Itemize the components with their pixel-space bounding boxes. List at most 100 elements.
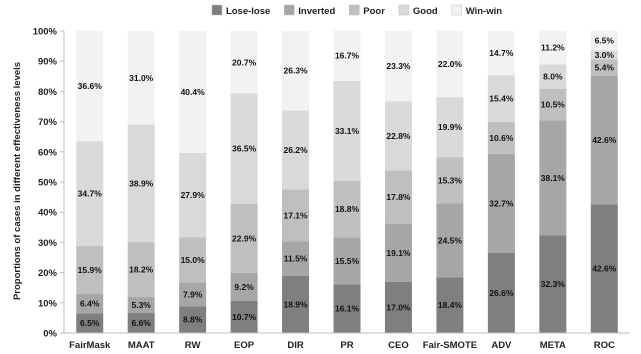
y-axis: 0% 10% 20% 30% 40% 50% 60% 70% 80% 90% 100%: [33, 27, 65, 340]
bar-segment-adv-poor: [487, 121, 515, 154]
data-label-ceo-inverted: 19.1%: [386, 248, 411, 258]
bar-segment-adv-lose-lose: [487, 252, 515, 333]
data-label-fairmask-win-win: 36.6%: [78, 81, 103, 91]
bar-segment-rw-inverted: [179, 282, 207, 307]
bar-segment-maat-win-win: [127, 31, 155, 125]
legend-label-good: Good: [413, 6, 438, 17]
x-tick-label-dir: DIR: [287, 340, 304, 351]
bar-segment-ceo-lose-lose: [384, 281, 412, 333]
bar-segment-rw-win-win: [179, 31, 207, 154]
legend-label-poor: Poor: [363, 6, 385, 17]
bar-segment-eop-win-win: [230, 31, 258, 94]
bar-segment-dir-win-win: [282, 31, 310, 111]
data-label-fair-smote-win-win: 22.0%: [438, 59, 463, 69]
bar-segment-eop-poor: [230, 203, 258, 273]
x-tick-label-rw: RW: [185, 340, 201, 351]
data-label-pr-win-win: 16.7%: [335, 51, 360, 61]
data-label-ceo-good: 22.8%: [386, 131, 411, 141]
bar-segment-maat-inverted: [127, 297, 155, 314]
data-label-eop-poor: 22.9%: [232, 233, 257, 243]
bar-segment-pr-lose-lose: [333, 284, 361, 333]
y-tick-label: 80%: [38, 87, 58, 98]
legend-label-lose-lose: Lose-lose: [226, 6, 270, 17]
data-label-rw-good: 27.9%: [181, 190, 206, 200]
bar-segment-meta-poor: [539, 88, 567, 121]
data-label-rw-poor: 15.0%: [181, 255, 206, 265]
legend: Lose-lose Inverted Poor Good Win-win: [211, 4, 503, 17]
bar-segment-roc-inverted: [590, 75, 618, 205]
legend-label-inverted: Inverted: [298, 6, 335, 17]
bar-segment-fairmask-poor: [76, 246, 104, 295]
data-label-fairmask-lose-lose: 6.5%: [80, 318, 100, 328]
x-tick-label-eop: EOP: [234, 340, 255, 351]
y-tick-label: 90%: [38, 57, 58, 68]
data-label-pr-good: 33.1%: [335, 126, 360, 136]
data-label-adv-good: 15.4%: [489, 94, 514, 104]
legend-swatch-win-win: [451, 4, 462, 16]
bar-segment-fairmask-good: [76, 141, 104, 247]
bar-segment-rw-good: [179, 153, 207, 238]
data-label-fairmask-good: 34.7%: [78, 189, 103, 199]
data-label-fairmask-poor: 15.9%: [78, 265, 103, 275]
data-label-roc-inverted: 42.6%: [592, 135, 617, 145]
y-tick-label: 10%: [38, 298, 58, 309]
data-label-rw-win-win: 40.4%: [181, 87, 206, 97]
bar-segment-pr-good: [333, 80, 361, 181]
bar-segment-dir-lose-lose: [282, 275, 310, 333]
bar-segment-fair-smote-lose-lose: [436, 277, 464, 333]
x-tick-label-pr: PR: [340, 340, 353, 351]
bar-segment-roc-lose-lose: [590, 204, 618, 333]
bar-segment-adv-win-win: [487, 31, 515, 76]
data-label-dir-good: 26.2%: [283, 145, 308, 155]
bar-segment-fairmask-lose-lose: [76, 313, 104, 333]
data-label-fair-smote-lose-lose: 18.4%: [438, 300, 463, 310]
y-tick-label: 20%: [38, 268, 58, 279]
bar-segment-ceo-inverted: [384, 223, 412, 282]
bar-segment-pr-poor: [333, 180, 361, 238]
data-label-adv-win-win: 14.7%: [489, 48, 514, 58]
data-label-meta-lose-lose: 32.3%: [541, 279, 566, 289]
y-tick-label: 30%: [38, 238, 58, 249]
data-label-pr-inverted: 15.5%: [335, 256, 360, 266]
data-label-dir-lose-lose: 18.9%: [283, 299, 308, 309]
y-tick-label: 70%: [38, 117, 58, 128]
bar-segment-maat-poor: [127, 242, 155, 298]
bars: 6.5% 6.4% 15.9% 34.7% 36.6% 6.6% 5.3% 18.2% 38.9…: [76, 30, 618, 333]
legend-swatch-inverted: [284, 4, 295, 16]
bar-segment-dir-inverted: [282, 241, 310, 276]
data-label-maat-poor: 18.2%: [129, 265, 154, 275]
data-label-eop-inverted: 9.2%: [234, 282, 254, 292]
bar-segment-fairmask-inverted: [76, 294, 104, 314]
bar-segment-adv-good: [487, 75, 515, 122]
data-label-fair-smote-poor: 15.3%: [438, 175, 463, 185]
data-label-ceo-poor: 17.8%: [386, 192, 411, 202]
x-tick-label-roc: ROC: [594, 340, 615, 351]
bar-segment-dir-good: [282, 110, 310, 190]
data-label-fair-smote-inverted: 24.5%: [438, 235, 463, 245]
bar-segment-eop-good: [230, 93, 258, 204]
bar-segment-meta-inverted: [539, 120, 567, 236]
bar-segment-ceo-win-win: [384, 31, 412, 102]
bar-segment-roc-good: [590, 50, 618, 60]
data-label-rw-lose-lose: 8.8%: [183, 315, 203, 325]
y-tick-label: 50%: [38, 178, 58, 189]
bar-segment-maat-lose-lose: [127, 313, 155, 333]
bar-segment-fairmask-win-win: [76, 30, 104, 142]
data-label-fairmask-inverted: 6.4%: [80, 299, 100, 309]
data-label-adv-inverted: 32.7%: [489, 198, 514, 208]
bar-segment-pr-win-win: [333, 30, 361, 81]
data-label-roc-win-win: 6.5%: [595, 36, 615, 46]
legend-label-win-win: Win-win: [466, 6, 503, 17]
legend-swatch-poor: [349, 4, 360, 16]
bar-segment-roc-poor: [590, 59, 618, 76]
bar-segment-ceo-good: [384, 101, 412, 171]
data-label-pr-lose-lose: 16.1%: [335, 304, 360, 314]
bar-segment-ceo-poor: [384, 170, 412, 224]
bar-segment-rw-lose-lose: [179, 306, 207, 333]
data-label-maat-win-win: 31.0%: [129, 73, 154, 83]
legend-swatch-lose-lose: [211, 4, 223, 16]
bar-segment-pr-inverted: [333, 237, 361, 285]
y-tick-label: 40%: [38, 208, 58, 219]
bar-segment-eop-lose-lose: [230, 300, 258, 333]
